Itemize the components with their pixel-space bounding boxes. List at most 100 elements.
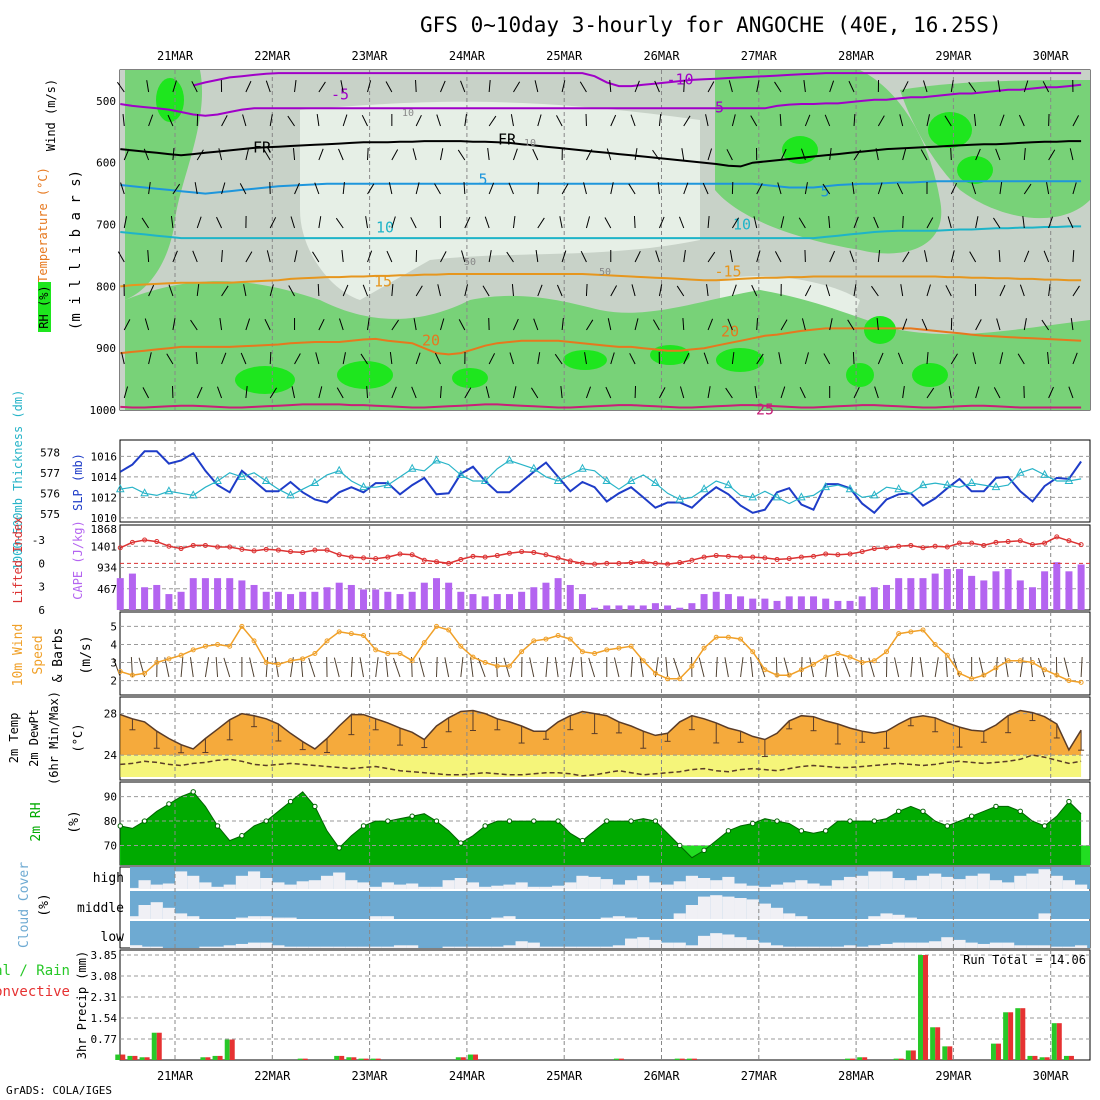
cape-bar [907,578,915,610]
cape-bar [542,582,550,610]
surface-wind-barb [613,657,620,678]
surface-wind-barb [112,658,121,678]
rh-saturated-region [912,363,948,387]
wind-barb [318,386,323,399]
wind-barb [778,352,782,365]
cloud-fraction-bar [783,913,796,919]
wind-barb [998,249,1001,263]
cloud-fraction-bar [564,882,577,889]
precip-convective-bar [460,1057,466,1060]
temperature-chart: 24 28 2m Temp 2m DewPt (6hr Min/Max) (°C) [7,691,1090,785]
precip-total-bar [990,1043,996,1060]
surface-wind-barb [919,657,924,678]
tick-label: 6 [38,604,45,617]
cloud-fraction-bar [576,946,589,948]
wind-barb [800,148,806,161]
lifted-index-point [373,556,379,562]
surface-wind-barb [724,657,729,678]
surface-wind-barb [842,658,851,678]
cloud-fraction-bar [503,916,516,919]
precip-convective-bar [1020,1008,1026,1060]
surface-wind-barb [350,657,353,678]
cape-bar [639,605,647,610]
lifted-index-point [1005,539,1011,545]
wind-barb [1072,249,1075,263]
cloud-fraction-bar [1050,946,1063,948]
cloud-fraction-bar [612,916,626,919]
cape-bar [226,578,234,610]
axis-label: Cloud Cover [17,862,32,948]
lifted-index-point [239,546,245,552]
lifted-index-point [263,546,269,552]
contour-label: 20 [422,332,440,350]
surface-wind-barb [673,657,681,678]
wind-barb [196,149,204,161]
rh-point [944,823,951,829]
cape-bar [116,578,124,610]
wind-barb [413,318,417,331]
top-date-axis: 21MAR 22MAR 23MAR 24MAR 25MAR 26MAR 27MAR 28MAR… [157,49,1070,63]
cloud-fraction-bar [130,945,143,948]
axis-label: Wind (m/s) [44,79,58,151]
lifted-index-point [1054,534,1060,540]
surface-wind-barb [375,657,379,678]
wind-barb [634,80,640,93]
cloud-fraction-bar [843,876,857,889]
cape-bar [360,589,368,610]
rh-point [798,828,805,834]
precip-total-bar [942,1046,948,1060]
wind-barb [488,250,492,263]
wind-barb [338,148,344,161]
cloud-fraction-bar [223,884,236,889]
wind-speed-point [811,661,817,667]
rh-area [120,791,1082,865]
tick-label: 1401 [91,540,118,553]
wind-barb [609,80,612,93]
thickness-point [821,482,831,491]
panel-wind10m [119,611,1091,696]
wind-barb [586,319,594,331]
wind-barb [585,283,588,297]
wind-barb [779,113,782,127]
cloud-fraction-bar [661,942,674,948]
wind-barb [829,250,836,263]
cape-bar [177,591,185,610]
cloud-fraction-bar [941,937,954,948]
cloud-fraction-bar [697,878,711,889]
surface-wind-barb [495,657,498,678]
cloud-fraction-bar [199,946,212,948]
rh-point [287,798,294,805]
wind-barb [317,283,320,297]
rh-point [531,818,537,824]
surface-wind-barb [945,657,948,678]
thickness-point [432,455,441,464]
wind-speed-point [1066,678,1072,684]
thickness-point [383,480,393,489]
wind-barb [458,319,466,331]
surface-wind-barb [953,657,960,678]
wind-barb [750,115,758,127]
surface-wind-barb [934,657,939,678]
wind-barb [849,250,855,263]
wind-barb [877,182,883,195]
lifted-index-point [215,544,221,550]
wind-barb [412,148,417,161]
run-total-label: Run Total = 14.06 [963,953,1086,967]
rh-point [1066,798,1072,805]
cape-bar [785,596,793,610]
wind-barb [116,81,125,93]
precip-convective-bar [1044,1057,1050,1060]
wind-barb [367,318,370,331]
wind-barb [386,250,393,263]
wind-barb [190,319,198,331]
wind-barb [367,147,369,161]
wind-speed-point [701,645,707,651]
wind-barb [780,216,785,229]
cloud-fraction-bar [138,946,151,948]
lifted-index-point [336,552,342,558]
cloud-fraction-bar [746,899,759,919]
wind-barb [996,318,1001,331]
cape-bar [153,584,161,610]
wind-barb [537,181,540,195]
